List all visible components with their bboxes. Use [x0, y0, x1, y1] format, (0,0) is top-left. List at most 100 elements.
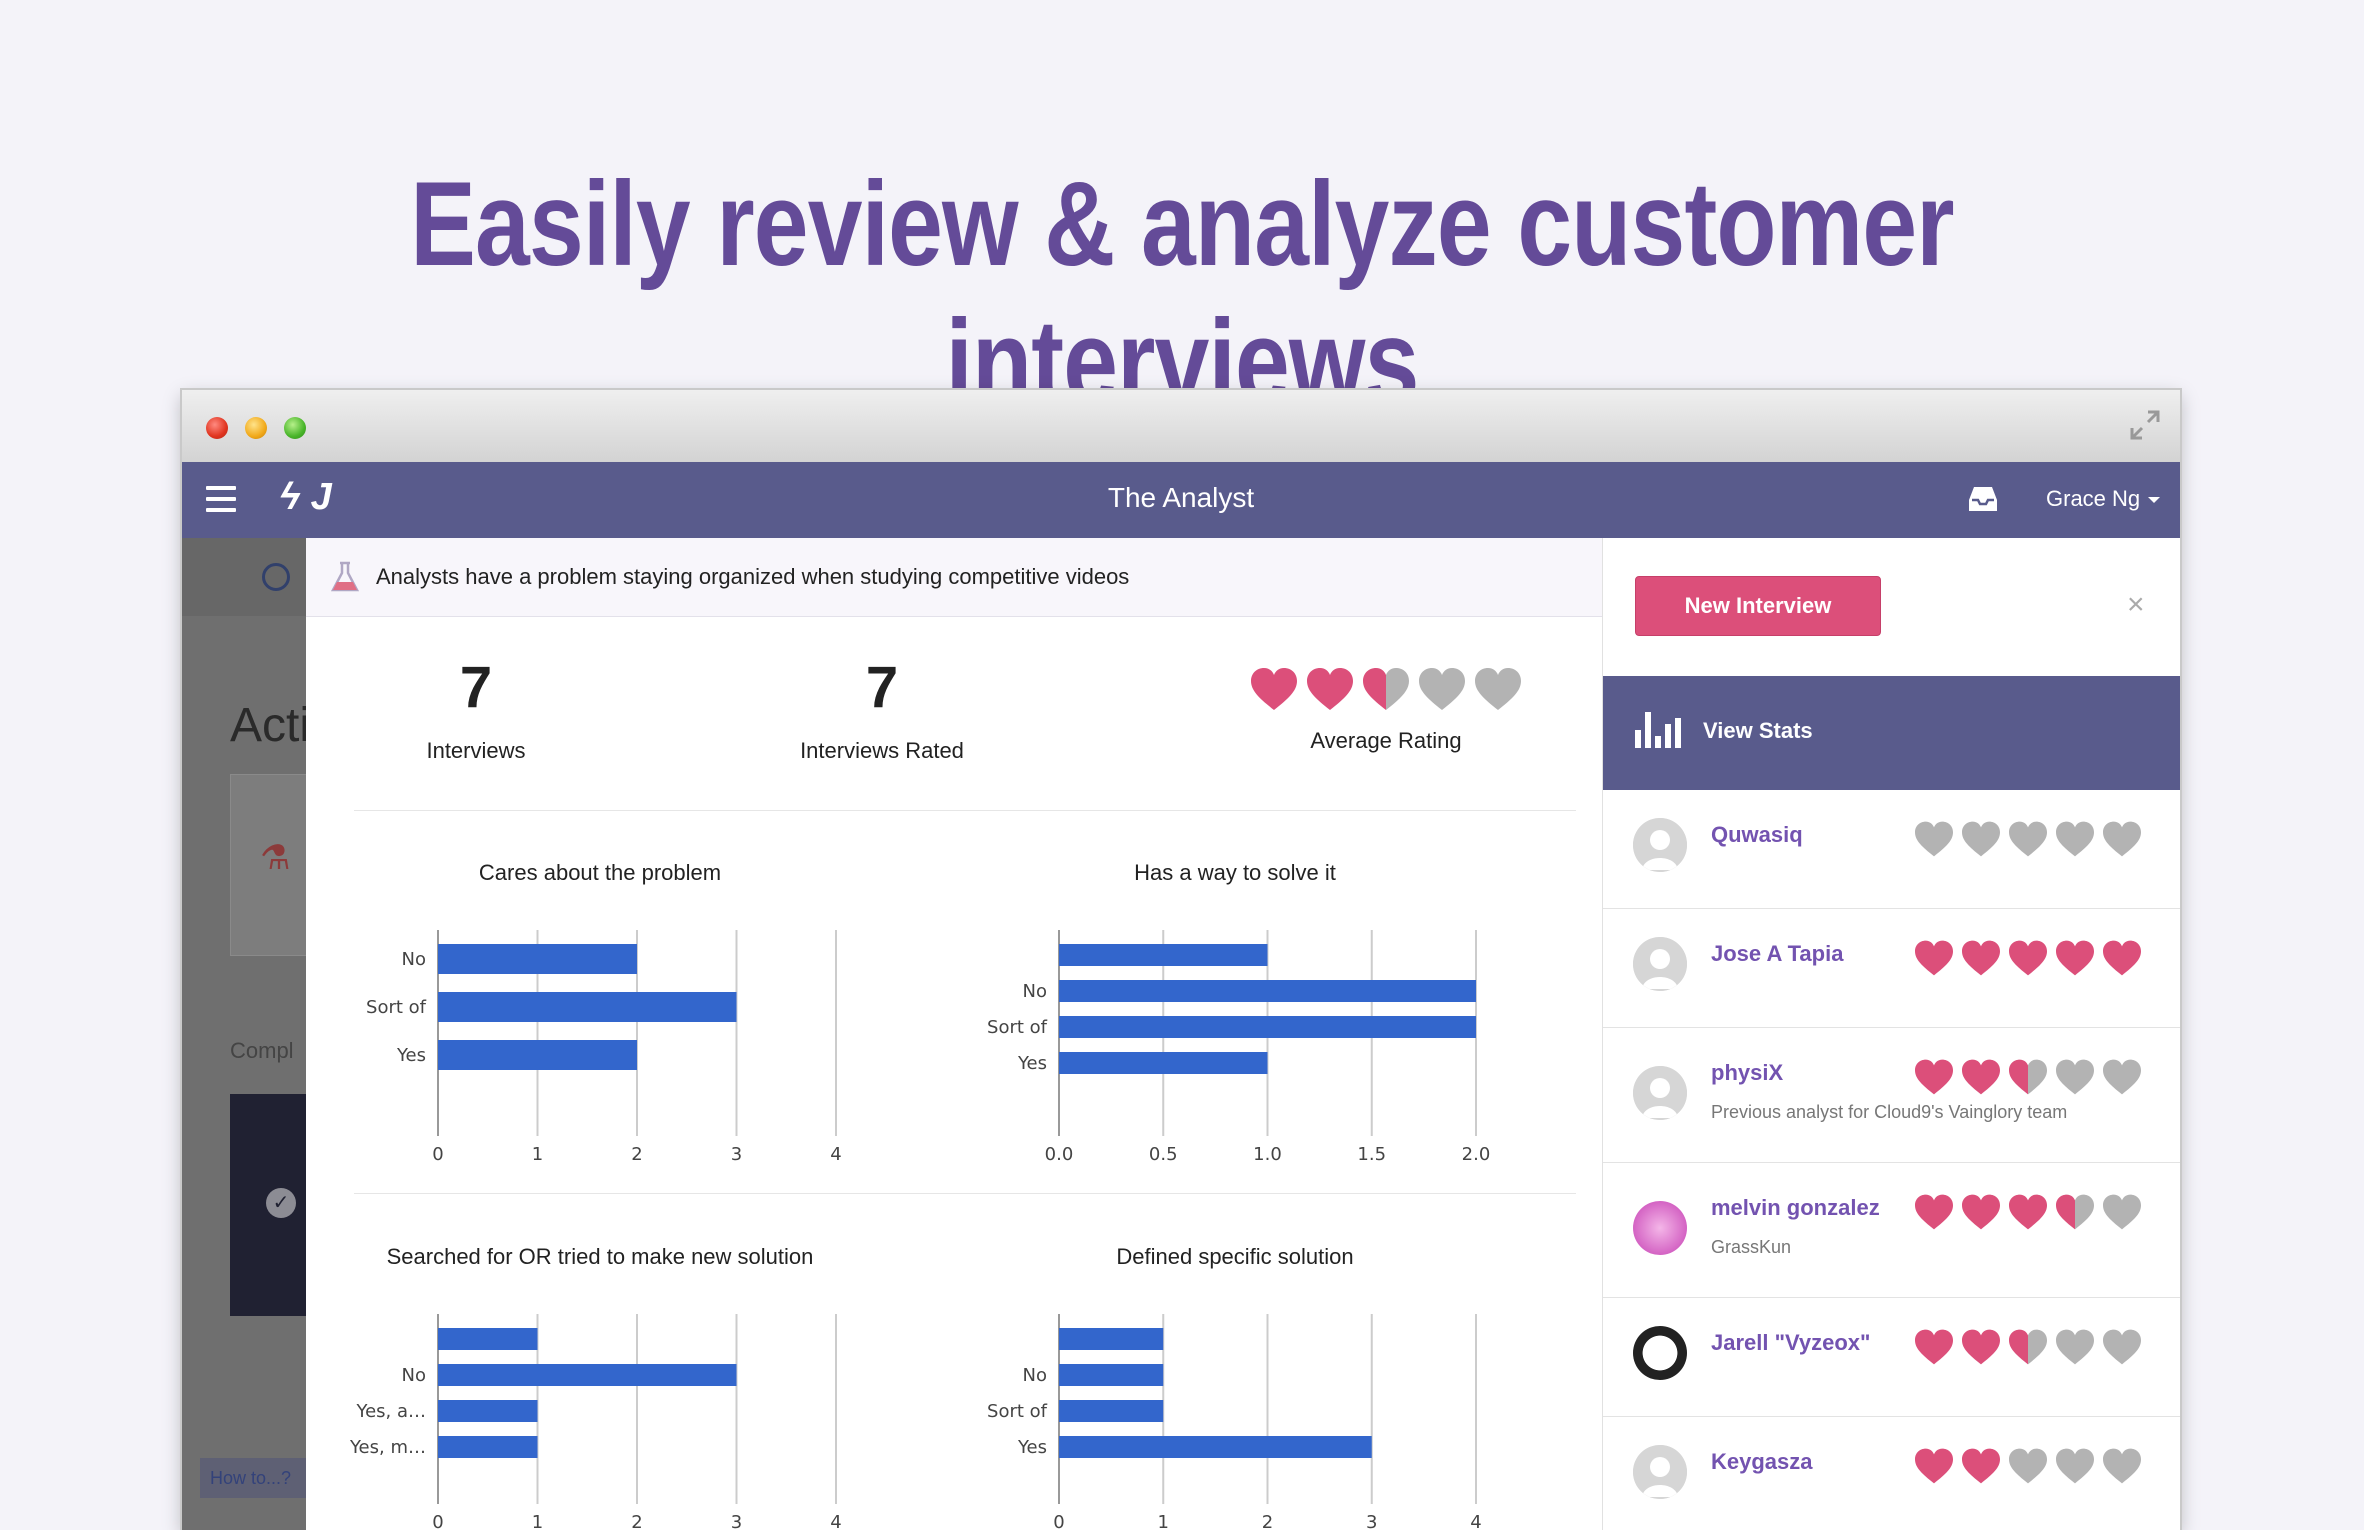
avatar: [1633, 818, 1687, 872]
interviews-rated-label: Interviews Rated: [800, 738, 964, 763]
x-tick-label: 2: [1262, 1512, 1273, 1530]
bar[interactable]: [1059, 1328, 1164, 1350]
interviewee-name[interactable]: Jarell "Vyzeox": [1711, 1330, 1871, 1355]
inbox-icon[interactable]: [1966, 484, 2000, 514]
x-tick-label: 3: [1366, 1512, 1377, 1530]
y-category-label: Yes: [396, 1045, 426, 1066]
heart-icon: [2103, 1448, 2141, 1484]
interview-list-item[interactable]: Jose A Tapia: [1603, 909, 2180, 1028]
bar[interactable]: [438, 1400, 538, 1422]
y-category-label: Yes, m…: [349, 1437, 426, 1458]
close-window-button[interactable]: [206, 417, 228, 439]
window-titlebar: [182, 390, 2180, 463]
interview-list-item[interactable]: Quwasiq: [1603, 790, 2180, 909]
app-window: ϟ J The Analyst Grace Ng Acti ⚗ Compl ✓ …: [182, 390, 2180, 1530]
user-name: Grace Ng: [2046, 486, 2141, 511]
heart-icon: [2009, 821, 2047, 857]
bar[interactable]: [1059, 1364, 1164, 1386]
interviewee-name[interactable]: physiX: [1711, 1060, 1784, 1085]
view-stats-button[interactable]: View Stats: [1603, 676, 2180, 790]
interviewee-name[interactable]: melvin gonzalez: [1711, 1195, 1880, 1220]
user-menu[interactable]: Grace Ng: [2046, 486, 2161, 512]
interviewee-name[interactable]: Quwasiq: [1711, 822, 1803, 847]
interviews-stat: 7 Interviews: [326, 658, 626, 764]
interviews-rated-count: 7: [865, 655, 899, 720]
interview-rating[interactable]: [1913, 820, 2143, 858]
x-tick-label: 1: [1158, 1512, 1169, 1530]
heart-icon: [2103, 821, 2141, 857]
heart-icon: [1915, 1194, 1953, 1230]
interviewee-subtitle: Previous analyst for Cloud9's Vainglory …: [1711, 1102, 2068, 1122]
heart-icon: [1962, 1194, 2000, 1230]
bar[interactable]: [1059, 980, 1476, 1002]
bar-chart-has-way-to-solve: 0.0 0.5 1.0 1.5 2.0 No Sort of Yes: [987, 930, 1490, 1165]
x-tick-label: 4: [830, 1512, 841, 1530]
heart-icon: [1915, 1329, 1953, 1365]
bar[interactable]: [438, 1328, 538, 1350]
x-tick-label: 2: [631, 1144, 642, 1165]
interview-rating[interactable]: [1913, 1193, 2143, 1231]
heart-icon: [1915, 1448, 1953, 1484]
average-rating-label: Average Rating: [1310, 728, 1462, 753]
x-tick-label: 0.0: [1045, 1144, 1074, 1165]
heart-icon: [1915, 821, 1953, 857]
close-icon[interactable]: ×: [2127, 588, 2145, 621]
bar[interactable]: [1059, 1052, 1268, 1074]
bar[interactable]: [438, 1364, 737, 1386]
heart-icon: [2056, 1194, 2094, 1230]
bar[interactable]: [1059, 1436, 1372, 1458]
interview-rating[interactable]: [1913, 939, 2143, 977]
x-tick-label: 4: [830, 1144, 841, 1165]
interviews-count: 7: [459, 655, 493, 720]
bar[interactable]: [1059, 1400, 1164, 1422]
heart-icon: [2056, 1448, 2094, 1484]
bar-chart-icon: [1635, 712, 1681, 748]
interview-list-item[interactable]: physiX Previous analyst for Cloud9's Vain…: [1603, 1028, 2180, 1163]
interviewee-name[interactable]: Jose A Tapia: [1711, 941, 1844, 966]
x-tick-label: 1: [532, 1144, 543, 1165]
interview-rating[interactable]: [1913, 1328, 2143, 1366]
app-logo[interactable]: ϟ J: [280, 476, 332, 518]
expand-icon[interactable]: [2128, 408, 2162, 442]
interviewee-name[interactable]: Keygasza: [1711, 1449, 1813, 1474]
bar[interactable]: [1059, 1016, 1476, 1038]
background-heading: Acti: [230, 699, 311, 752]
heart-icon: [2056, 1059, 2094, 1095]
x-tick-label: 3: [731, 1512, 742, 1530]
view-stats-label: View Stats: [1703, 718, 1813, 743]
heart-icon: [1363, 668, 1409, 710]
heart-icon: [1962, 940, 2000, 976]
bar[interactable]: [438, 1040, 637, 1070]
chart-title: Defined specific solution: [1116, 1244, 1354, 1269]
problem-statement: Analysts have a problem staying organize…: [376, 564, 1130, 589]
interview-list-item[interactable]: Keygasza: [1603, 1417, 2180, 1530]
chevron-down-icon: [2148, 497, 2161, 504]
x-tick-label: 0.5: [1149, 1144, 1178, 1165]
bar[interactable]: [438, 1436, 538, 1458]
heart-icon: [1307, 668, 1353, 710]
avatar: [1633, 1201, 1687, 1255]
zoom-window-button[interactable]: [284, 417, 306, 439]
x-tick-label: 0: [432, 1144, 443, 1165]
heart-icon: [1251, 668, 1297, 710]
heart-icon: [2103, 940, 2141, 976]
bar[interactable]: [1059, 944, 1268, 966]
avatar: [1633, 937, 1687, 991]
interview-rating[interactable]: [1913, 1058, 2143, 1096]
bar[interactable]: [438, 944, 637, 974]
hamburger-menu-icon[interactable]: [206, 486, 236, 514]
bar[interactable]: [438, 992, 737, 1022]
interview-rating[interactable]: [1913, 1447, 2143, 1485]
interview-list-item[interactable]: Jarell "Vyzeox": [1603, 1298, 2180, 1417]
interview-list-item[interactable]: melvin gonzalez GrassKun: [1603, 1163, 2180, 1298]
heart-icon: [2103, 1329, 2141, 1365]
x-tick-label: 3: [731, 1144, 742, 1165]
minimize-window-button[interactable]: [245, 417, 267, 439]
help-link: How to...?: [200, 1458, 310, 1498]
x-tick-label: 0: [1053, 1512, 1064, 1530]
new-interview-button[interactable]: New Interview: [1635, 576, 1881, 636]
dashboard-icon: [262, 563, 290, 591]
y-category-label: No: [402, 1365, 426, 1386]
y-category-label: Sort of: [987, 1017, 1048, 1038]
heart-icon: [2056, 821, 2094, 857]
